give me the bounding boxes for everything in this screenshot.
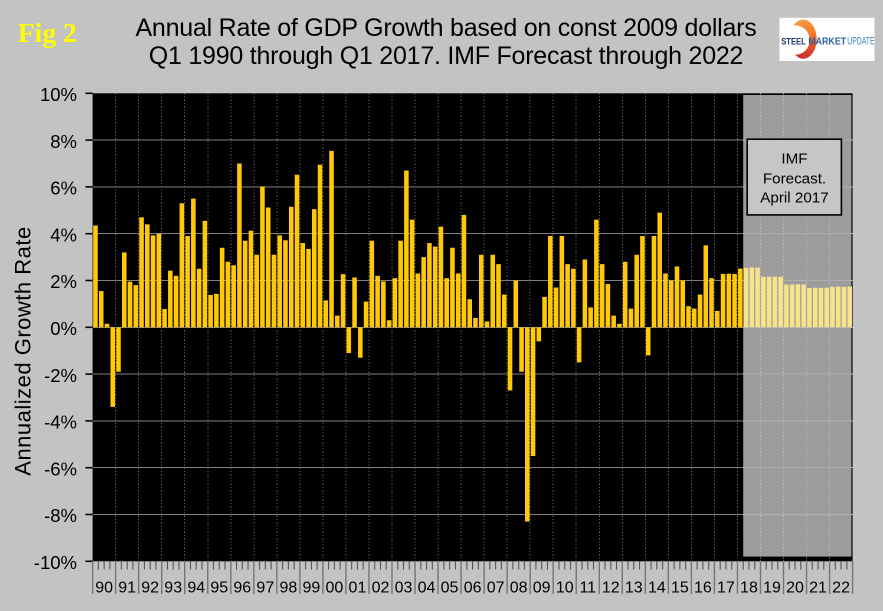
svg-text:95: 95 bbox=[210, 579, 228, 596]
svg-text:12: 12 bbox=[602, 579, 620, 596]
svg-text:01: 01 bbox=[349, 579, 367, 596]
svg-text:8%: 8% bbox=[50, 131, 77, 152]
svg-text:90: 90 bbox=[95, 579, 113, 596]
svg-text:08: 08 bbox=[510, 579, 528, 596]
svg-text:16: 16 bbox=[694, 579, 712, 596]
svg-text:96: 96 bbox=[233, 579, 251, 596]
svg-text:02: 02 bbox=[372, 579, 390, 596]
svg-text:17: 17 bbox=[717, 579, 735, 596]
svg-text:98: 98 bbox=[279, 579, 297, 596]
svg-text:-6%: -6% bbox=[44, 458, 77, 479]
svg-text:07: 07 bbox=[487, 579, 505, 596]
svg-text:19: 19 bbox=[763, 579, 781, 596]
svg-text:-10%: -10% bbox=[34, 552, 77, 573]
svg-text:04: 04 bbox=[418, 579, 436, 596]
svg-text:April 2017: April 2017 bbox=[760, 190, 828, 207]
svg-text:91: 91 bbox=[118, 579, 136, 596]
svg-text:11: 11 bbox=[579, 579, 596, 596]
svg-text:-8%: -8% bbox=[44, 505, 77, 526]
svg-text:UPDATE: UPDATE bbox=[847, 35, 874, 47]
svg-text:14: 14 bbox=[648, 579, 666, 596]
svg-text:IMF: IMF bbox=[781, 150, 807, 167]
svg-text:Annualized Growth Rate: Annualized Growth Rate bbox=[11, 226, 36, 475]
svg-text:93: 93 bbox=[164, 579, 182, 596]
svg-text:05: 05 bbox=[441, 579, 459, 596]
svg-text:22: 22 bbox=[832, 579, 850, 596]
svg-text:06: 06 bbox=[464, 579, 482, 596]
svg-text:STEEL: STEEL bbox=[781, 36, 806, 47]
svg-text:00: 00 bbox=[326, 579, 344, 596]
svg-text:92: 92 bbox=[141, 579, 159, 596]
svg-text:13: 13 bbox=[625, 579, 643, 596]
svg-text:6%: 6% bbox=[50, 178, 77, 199]
svg-text:94: 94 bbox=[187, 579, 205, 596]
svg-text:2%: 2% bbox=[50, 271, 77, 292]
svg-text:10: 10 bbox=[556, 579, 574, 596]
svg-text:-4%: -4% bbox=[44, 412, 77, 433]
svg-text:03: 03 bbox=[395, 579, 413, 596]
svg-text:15: 15 bbox=[671, 579, 689, 596]
svg-text:18: 18 bbox=[740, 579, 758, 596]
svg-text:21: 21 bbox=[809, 579, 827, 596]
svg-text:-2%: -2% bbox=[44, 365, 77, 386]
svg-text:20: 20 bbox=[786, 579, 804, 596]
svg-text:MARKET: MARKET bbox=[808, 36, 847, 47]
svg-text:99: 99 bbox=[302, 579, 320, 596]
svg-text:09: 09 bbox=[533, 579, 551, 596]
svg-text:4%: 4% bbox=[50, 224, 77, 245]
svg-text:10%: 10% bbox=[40, 84, 77, 105]
svg-text:97: 97 bbox=[256, 579, 274, 596]
svg-text:Forecast.: Forecast. bbox=[763, 170, 826, 187]
svg-text:0%: 0% bbox=[50, 318, 77, 339]
